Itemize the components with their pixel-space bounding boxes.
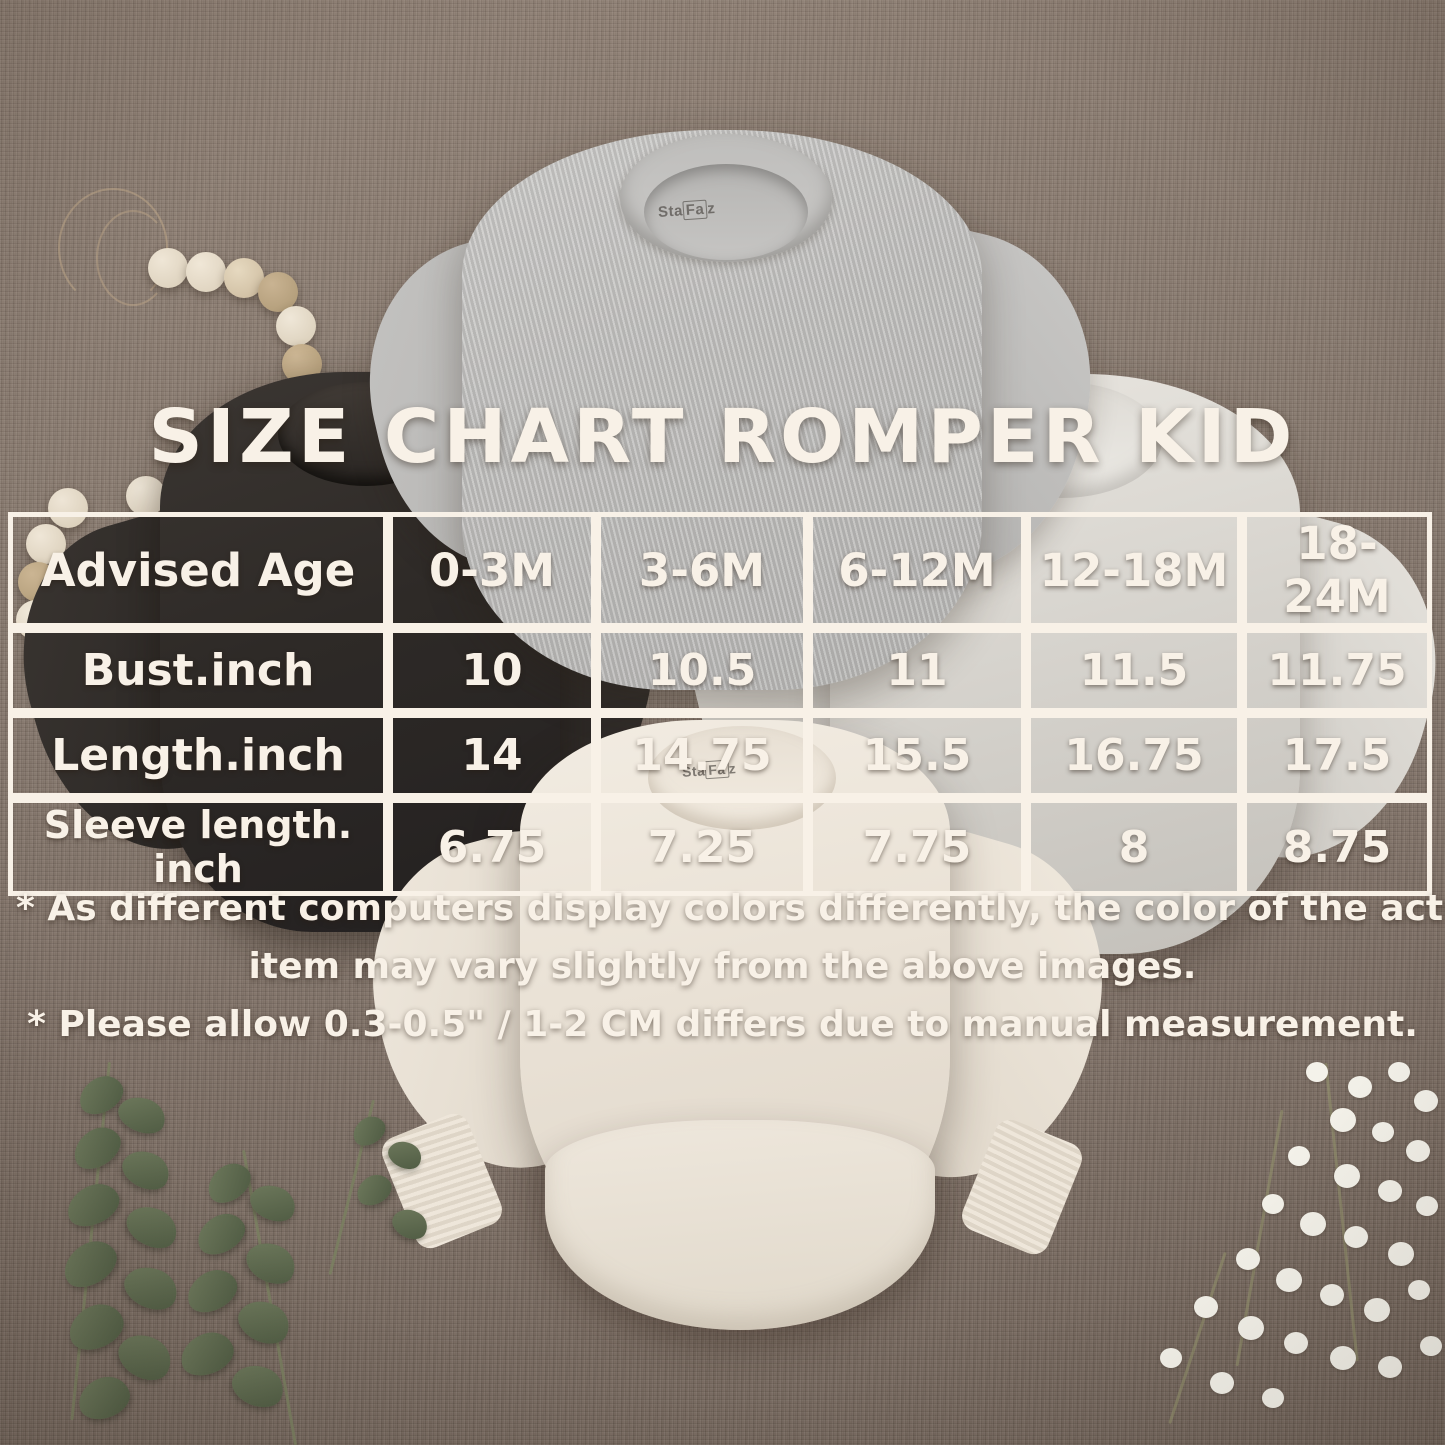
length-0-3m: 14 bbox=[388, 713, 596, 798]
length-18-24m: 17.5 bbox=[1242, 713, 1432, 798]
sleeve-3-6m: 7.25 bbox=[596, 798, 808, 896]
sleeve-6-12m: 7.75 bbox=[808, 798, 1026, 896]
length-12-18m: 16.75 bbox=[1026, 713, 1242, 798]
size-chart-table: Advised Age 0-3M 3-6M 6-12M 12-18M 18-24… bbox=[8, 512, 1432, 896]
row-label-sleeve-length: Sleeve length. inch bbox=[8, 798, 388, 896]
header-advised-age: Advised Age bbox=[8, 512, 388, 628]
header-size-12-18m: 12-18M bbox=[1026, 512, 1242, 628]
note-line-2: item may vary slightly from the above im… bbox=[248, 946, 1197, 987]
disclaimer-notes: * As different computers display colors … bbox=[0, 880, 1445, 1054]
bust-3-6m: 10.5 bbox=[596, 628, 808, 713]
table-row-sleeve-length: Sleeve length. inch 6.75 7.25 7.75 8 8.7… bbox=[8, 798, 1432, 896]
length-6-12m: 15.5 bbox=[808, 713, 1026, 798]
bust-0-3m: 10 bbox=[388, 628, 596, 713]
length-3-6m: 14.75 bbox=[596, 713, 808, 798]
sleeve-0-3m: 6.75 bbox=[388, 798, 596, 896]
page-title: SIZE CHART ROMPER KID bbox=[148, 394, 1297, 480]
bust-12-18m: 11.5 bbox=[1026, 628, 1242, 713]
table-row-bust: Bust.inch 10 10.5 11 11.5 11.75 bbox=[8, 628, 1432, 713]
header-size-0-3m: 0-3M bbox=[388, 512, 596, 628]
row-label-bust: Bust.inch bbox=[8, 628, 388, 713]
table-row-length: Length.inch 14 14.75 15.5 16.75 17.5 bbox=[8, 713, 1432, 798]
bust-18-24m: 11.75 bbox=[1242, 628, 1432, 713]
sleeve-12-18m: 8 bbox=[1026, 798, 1242, 896]
note-line-3: * Please allow 0.3-0.5" / 1-2 CM differs… bbox=[27, 1004, 1418, 1045]
header-size-3-6m: 3-6M bbox=[596, 512, 808, 628]
row-label-length: Length.inch bbox=[8, 713, 388, 798]
header-size-6-12m: 6-12M bbox=[808, 512, 1026, 628]
bust-6-12m: 11 bbox=[808, 628, 1026, 713]
table-header-row: Advised Age 0-3M 3-6M 6-12M 12-18M 18-24… bbox=[8, 512, 1432, 628]
note-line-1: * As different computers display colors … bbox=[16, 888, 1445, 929]
romper-grey-heather: Sta Fa z bbox=[340, 90, 1122, 730]
sleeve-18-24m: 8.75 bbox=[1242, 798, 1432, 896]
header-size-18-24m: 18-24M bbox=[1242, 512, 1432, 628]
